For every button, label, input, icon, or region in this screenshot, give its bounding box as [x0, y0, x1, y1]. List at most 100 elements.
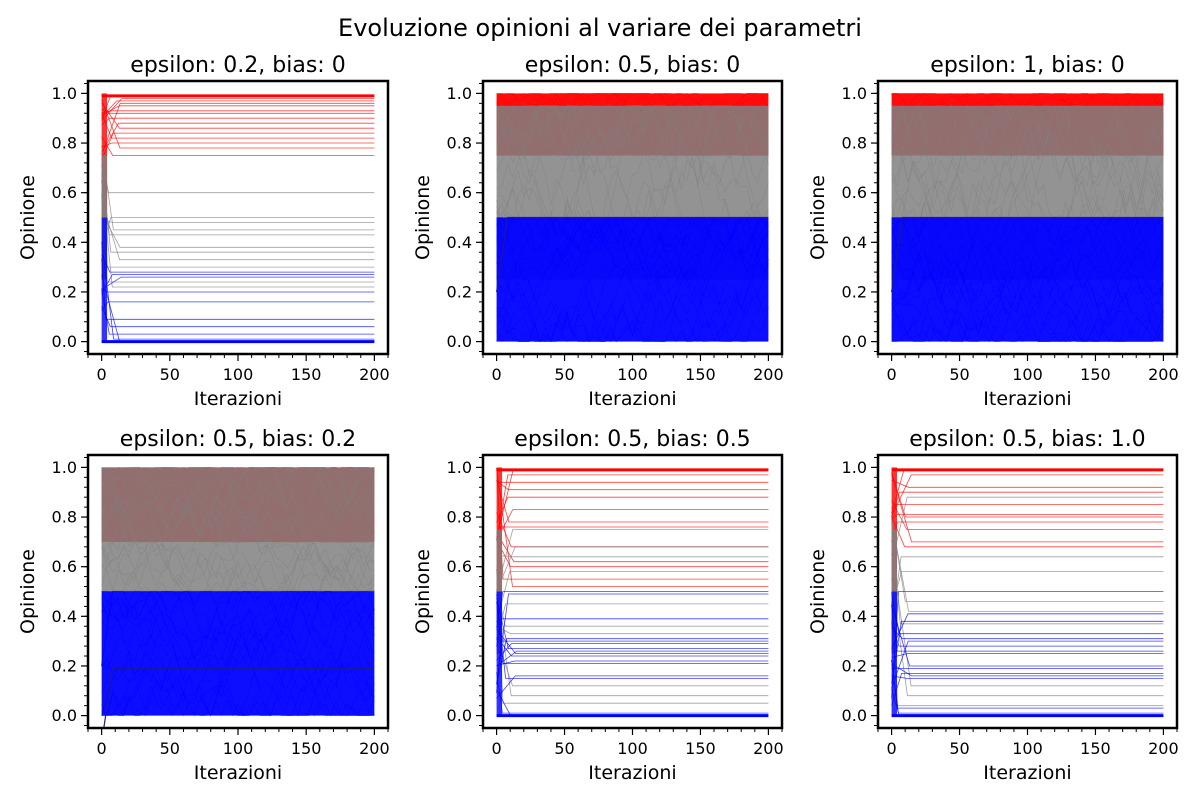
series-trajectory: [101, 542, 375, 592]
series-initial-burst: [891, 591, 898, 716]
subplot-title: epsilon: 1, bias: 0: [930, 53, 1124, 78]
series-level-line: [496, 546, 769, 592]
series-trajectory: [101, 466, 375, 554]
series-trajectory: [496, 291, 769, 343]
series-level-line: [891, 473, 1164, 543]
y-tick-label: 0.6: [842, 183, 867, 202]
y-tick-label: 1.0: [52, 84, 77, 103]
y-tick-label: 0.4: [842, 607, 867, 626]
series-trajectory: [496, 216, 769, 311]
series-trajectory: [891, 272, 1164, 341]
series-trend-line: [890, 216, 1164, 293]
y-tick-label: 0.4: [447, 233, 472, 252]
series-trajectory: [101, 626, 375, 717]
series-trajectory: [891, 216, 1164, 306]
y-tick-label: 0.0: [842, 332, 867, 351]
y-tick-label: 0.6: [52, 557, 77, 576]
y-tick-label: 0.0: [447, 332, 472, 351]
y-tick-label: 1.0: [52, 458, 77, 477]
y-tick-label: 1.0: [842, 84, 867, 103]
plot-lines: [495, 92, 769, 343]
x-tick-label: 200: [359, 365, 390, 384]
series-trajectory: [891, 216, 1164, 306]
plot-lines: [891, 467, 1164, 718]
series-trajectory: [101, 634, 375, 717]
series-blue: [495, 216, 769, 343]
series-trajectory: [101, 467, 375, 532]
subplot-4: 0 50 100 150 200 0.0 0.2 0.4 0.6 0.8 1.0 epsilon: 0…: [17, 427, 390, 784]
x-tick-label: 200: [753, 365, 784, 384]
series-trajectory: [101, 466, 375, 520]
x-tick-label: 200: [1148, 739, 1179, 758]
subplot-title: epsilon: 0.5, bias: 0: [525, 53, 740, 78]
y-tick-label: 1.0: [842, 458, 867, 477]
y-tick-label: 0.0: [447, 706, 472, 725]
series-trajectory: [496, 112, 769, 281]
y-axis-label: Opinione: [412, 175, 434, 260]
y-tick-label: 0.6: [447, 183, 472, 202]
series-blue: [890, 216, 1164, 343]
series-trajectory: [891, 278, 1164, 343]
series-trajectory: [101, 590, 375, 641]
subplot-1: 0 50 100 150 200 0.0 0.2 0.4 0.6 0.8 1.0 epsilon: 0…: [17, 53, 390, 410]
series-trajectory: [891, 105, 1164, 224]
plot-lines: [496, 467, 769, 718]
series-level-line: [891, 604, 1164, 667]
x-tick-label: 150: [685, 739, 716, 758]
series-trajectory: [101, 591, 375, 680]
y-tick-label: 0.0: [52, 706, 77, 725]
series-trajectory: [496, 105, 769, 235]
x-tick-label: 50: [949, 739, 969, 758]
y-tick-label: 0.8: [842, 134, 867, 153]
x-tick-label: 100: [1012, 739, 1043, 758]
x-tick-label: 0: [97, 365, 107, 384]
series-trajectory: [496, 104, 769, 186]
series-blue: [496, 591, 769, 718]
series-trajectory: [101, 466, 375, 535]
series-trajectory: [496, 217, 769, 336]
subplot-3: 0 50 100 150 200 0.0 0.2 0.4 0.6 0.8 1.0 epsilon: 1…: [807, 53, 1179, 410]
series-trajectory: [891, 249, 1164, 342]
series-initial-burst: [101, 217, 108, 342]
series-trajectory: [101, 509, 375, 592]
x-axis-label: Iterazioni: [588, 762, 676, 784]
series-level-line: [101, 102, 375, 129]
series-trend-line: [495, 216, 769, 293]
series-trajectory: [891, 104, 1164, 214]
y-tick-label: 0.2: [447, 282, 472, 301]
series-level-line: [496, 532, 769, 563]
y-axis-label: Opinione: [17, 175, 39, 260]
series-trajectory: [101, 467, 375, 554]
series-trajectory: [891, 105, 1164, 255]
series-trajectory: [101, 591, 375, 708]
x-tick-label: 50: [554, 739, 574, 758]
y-tick-label: 0.6: [447, 557, 472, 576]
series-trajectory: [101, 539, 375, 593]
y-tick-label: 1.0: [447, 84, 472, 103]
series-level-line: [891, 479, 1164, 488]
subplot-title: epsilon: 0.5, bias: 0.5: [514, 427, 750, 452]
x-tick-label: 100: [223, 365, 254, 384]
series-trajectory: [101, 591, 375, 662]
series-trajectory: [891, 274, 1164, 343]
y-tick-label: 0.8: [52, 134, 77, 153]
y-tick-label: 0.8: [52, 508, 77, 527]
series-level-line: [101, 200, 375, 261]
series-trajectory: [891, 259, 1164, 327]
x-axis-label: Iterazioni: [194, 762, 282, 784]
series-trajectory: [496, 216, 769, 343]
y-tick-label: 0.8: [447, 134, 472, 153]
y-tick-label: 0.0: [842, 706, 867, 725]
series-trajectory: [101, 466, 375, 526]
series-level-line: [496, 555, 769, 558]
series-trajectory: [891, 216, 1164, 343]
series-trajectory: [101, 485, 375, 592]
x-axis-label: Iterazioni: [983, 762, 1071, 784]
x-axis-label: Iterazioni: [983, 388, 1071, 410]
x-tick-label: 100: [223, 739, 254, 758]
series-level-line: [891, 474, 1164, 517]
x-tick-label: 100: [617, 739, 648, 758]
y-tick-label: 1.0: [447, 458, 472, 477]
